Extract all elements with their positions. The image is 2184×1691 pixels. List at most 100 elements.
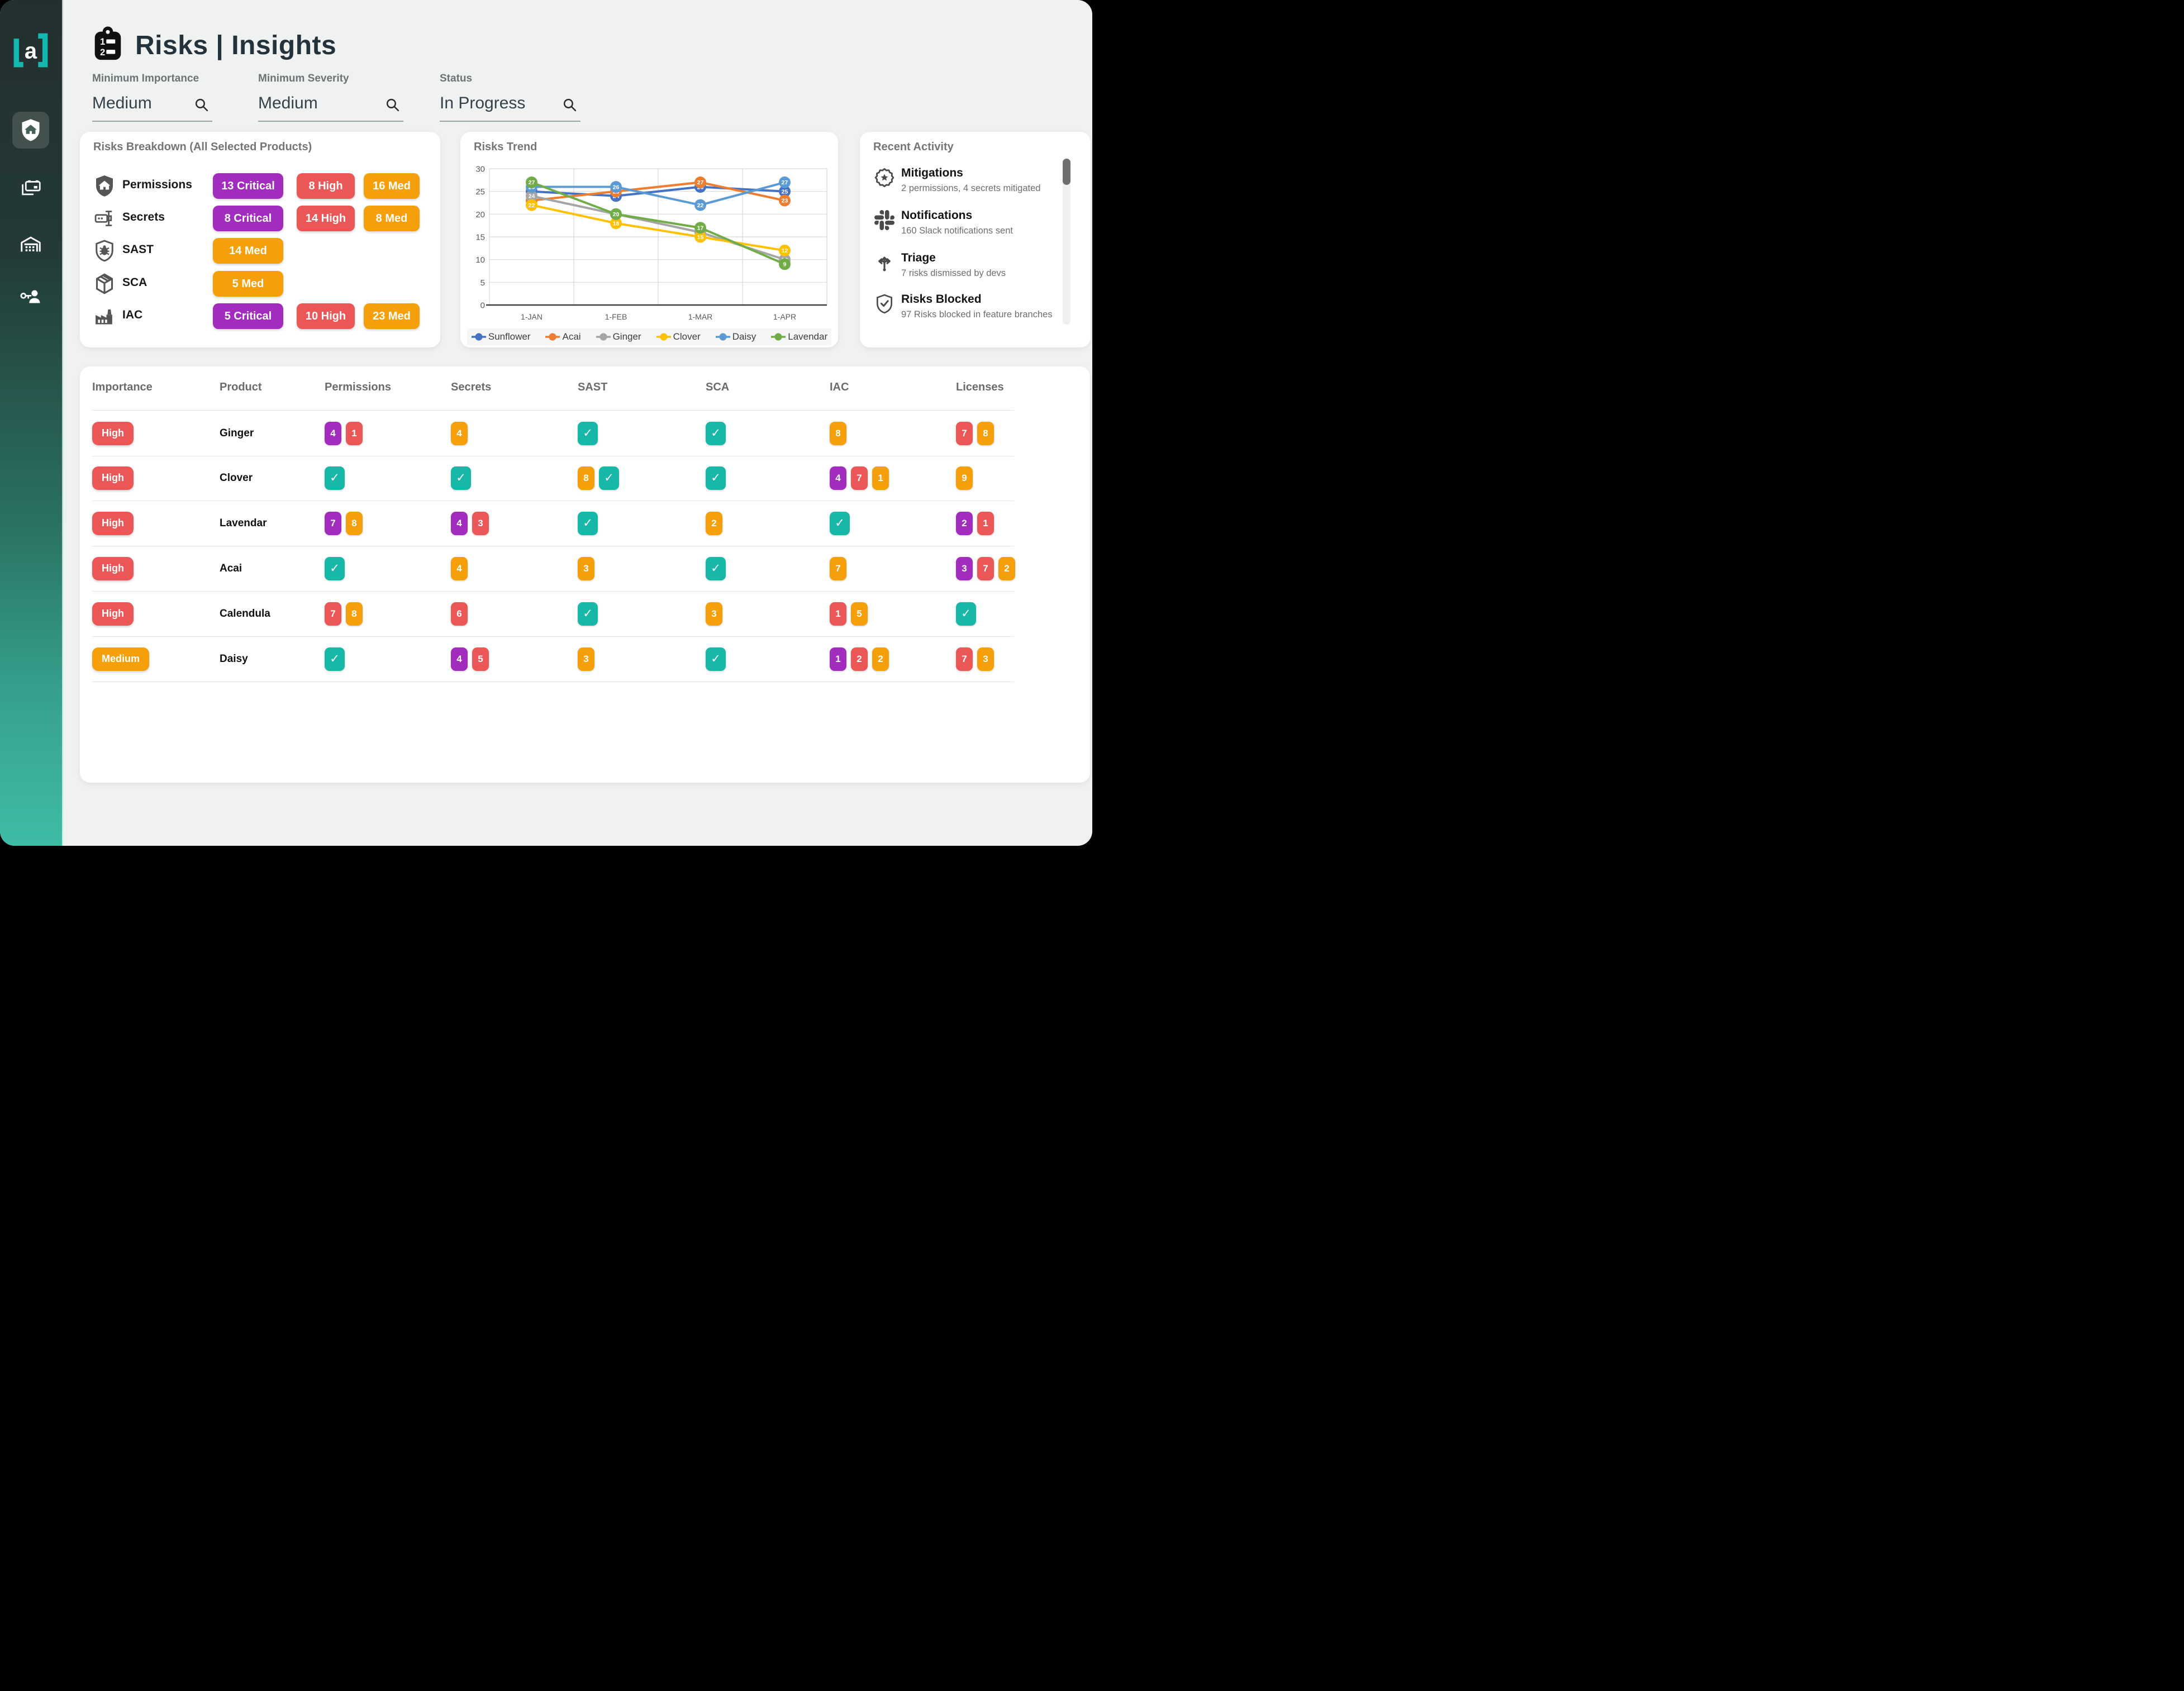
count-badge-critical: 4 <box>325 421 341 445</box>
column-header-product: Product <box>220 381 262 393</box>
filter-label: Minimum Importance <box>92 73 199 84</box>
cell-permissions: ✓ <box>325 546 345 591</box>
count-badge-critical: 7 <box>325 511 341 535</box>
cell-sast: 3 <box>578 636 594 682</box>
sidebar-item-home[interactable] <box>12 112 49 149</box>
check-badge: ✓ <box>956 602 976 626</box>
severity-badge: 8 High <box>297 173 355 199</box>
breakdown-row: Secrets 8 Critical 14 High 8 Med <box>93 206 427 232</box>
filter-underline <box>440 121 581 122</box>
count-badge-high: 3 <box>472 511 489 535</box>
svg-text:12: 12 <box>782 247 788 254</box>
filter-minimum-importance[interactable]: Minimum Importance Medium <box>92 73 212 122</box>
svg-text:5: 5 <box>480 278 485 288</box>
severity-badge: 10 High <box>297 303 355 329</box>
sidebar: a <box>0 0 63 846</box>
svg-text:20: 20 <box>475 210 485 220</box>
filter-minimum-severity[interactable]: Minimum Severity Medium <box>258 73 403 122</box>
count-badge-med: 8 <box>977 421 994 445</box>
count-badge-high: 7 <box>851 466 868 490</box>
legend-item-ginger: Ginger <box>596 331 641 342</box>
count-badge-high: 7 <box>956 421 973 445</box>
triage-arrows-icon <box>874 253 894 273</box>
search-icon[interactable] <box>194 97 209 112</box>
table-row-calendula[interactable]: High Calendula 7 8 6 ✓ 3 1 5 ✓ <box>92 591 1014 637</box>
count-badge-med: 2 <box>706 511 722 535</box>
filter-value[interactable]: Medium <box>258 94 318 112</box>
search-icon[interactable] <box>385 97 400 112</box>
count-badge-high: 6 <box>451 602 468 626</box>
column-header-sca: SCA <box>706 381 730 393</box>
app-logo[interactable]: a <box>9 29 52 72</box>
check-badge: ✓ <box>325 647 345 671</box>
activity-item: Triage 7 risks dismissed by devs <box>874 251 1074 279</box>
column-header-secrets: Secrets <box>451 381 492 393</box>
count-badge-med: 3 <box>578 556 594 580</box>
activity-title: Notifications <box>901 209 973 222</box>
cell-secrets: 4 <box>451 546 468 591</box>
table-row-clover[interactable]: High Clover ✓ ✓ 8 ✓ ✓ 4 7 1 9 <box>92 455 1014 501</box>
sidebar-item-access[interactable] <box>12 278 49 315</box>
svg-text:27: 27 <box>782 179 788 186</box>
count-badge-high: 2 <box>851 647 868 671</box>
svg-text:2: 2 <box>100 47 105 57</box>
filter-label: Status <box>440 73 473 84</box>
activity-scrollbar-track[interactable] <box>1063 158 1070 325</box>
cell-sca: ✓ <box>706 411 726 456</box>
column-header-importance: Importance <box>92 381 153 393</box>
shield-check-icon <box>874 294 894 314</box>
importance-badge: Medium <box>92 647 150 671</box>
sidebar-item-warehouse[interactable] <box>12 226 49 263</box>
svg-text:1: 1 <box>100 37 105 47</box>
cell-iac: ✓ <box>830 501 850 546</box>
product-name: Acai <box>220 562 242 574</box>
count-badge-med: 3 <box>977 647 994 671</box>
package-icon <box>94 272 115 296</box>
chart-title: Risks Trend <box>474 141 537 153</box>
filter-value[interactable]: In Progress <box>440 94 526 112</box>
filter-label: Minimum Severity <box>258 73 349 84</box>
count-badge-high: 1 <box>830 602 846 626</box>
count-badge-critical: 4 <box>830 466 846 490</box>
svg-text:25: 25 <box>782 188 788 195</box>
legend-item-clover: Clover <box>656 331 701 342</box>
severity-badge: 16 Med <box>364 173 420 199</box>
table-row-lavendar[interactable]: High Lavendar 7 8 4 3 ✓ 2 ✓ 2 1 <box>92 501 1014 546</box>
cell-permissions: ✓ <box>325 636 345 682</box>
table-row-ginger[interactable]: High Ginger 4 1 4 ✓ ✓ 8 7 8 <box>92 410 1014 456</box>
count-badge-critical: 3 <box>956 556 973 580</box>
check-badge: ✓ <box>325 556 345 580</box>
table-row-daisy[interactable]: Medium Daisy ✓ 4 5 3 ✓ 1 2 2 7 3 <box>92 636 1014 682</box>
count-badge-critical: 4 <box>451 511 468 535</box>
count-badge-med: 4 <box>451 421 468 445</box>
activity-scrollbar-thumb[interactable] <box>1063 159 1070 185</box>
svg-text:17: 17 <box>697 225 704 232</box>
column-header-sast: SAST <box>578 381 608 393</box>
svg-text:a: a <box>25 39 37 63</box>
filter-status[interactable]: Status In Progress <box>440 73 581 122</box>
filter-value[interactable]: Medium <box>92 94 152 112</box>
breakdown-label: Secrets <box>122 211 165 223</box>
importance-badge: High <box>92 421 134 445</box>
severity-badge: 23 Med <box>364 303 420 329</box>
importance-badge: High <box>92 466 134 490</box>
severity-badge: 13 Critical <box>213 173 283 199</box>
legend-item-lavendar: Lavendar <box>770 331 827 342</box>
svg-text:22: 22 <box>529 202 535 209</box>
search-icon[interactable] <box>562 97 577 112</box>
risks-trend-card: Risks Trend 0 5 10 15 20 25 30 1-JAN 1-FEB 1-MAR 1… <box>460 132 838 347</box>
svg-text:27: 27 <box>529 179 535 186</box>
table-row-acai[interactable]: High Acai ✓ 4 3 ✓ 7 3 7 2 <box>92 546 1015 592</box>
chart-legend: Sunflower Acai Ginger Clover Daisy Lavendar <box>467 328 831 345</box>
risks-breakdown-card: Risks Breakdown (All Selected Products) … <box>80 132 440 347</box>
severity-badge: 8 Critical <box>213 206 283 231</box>
svg-text:20: 20 <box>613 211 620 218</box>
sidebar-item-devices[interactable] <box>12 169 49 206</box>
count-badge-critical: 1 <box>830 647 846 671</box>
cell-licenses: ✓ <box>956 591 976 636</box>
count-badge-high: 1 <box>977 511 994 535</box>
